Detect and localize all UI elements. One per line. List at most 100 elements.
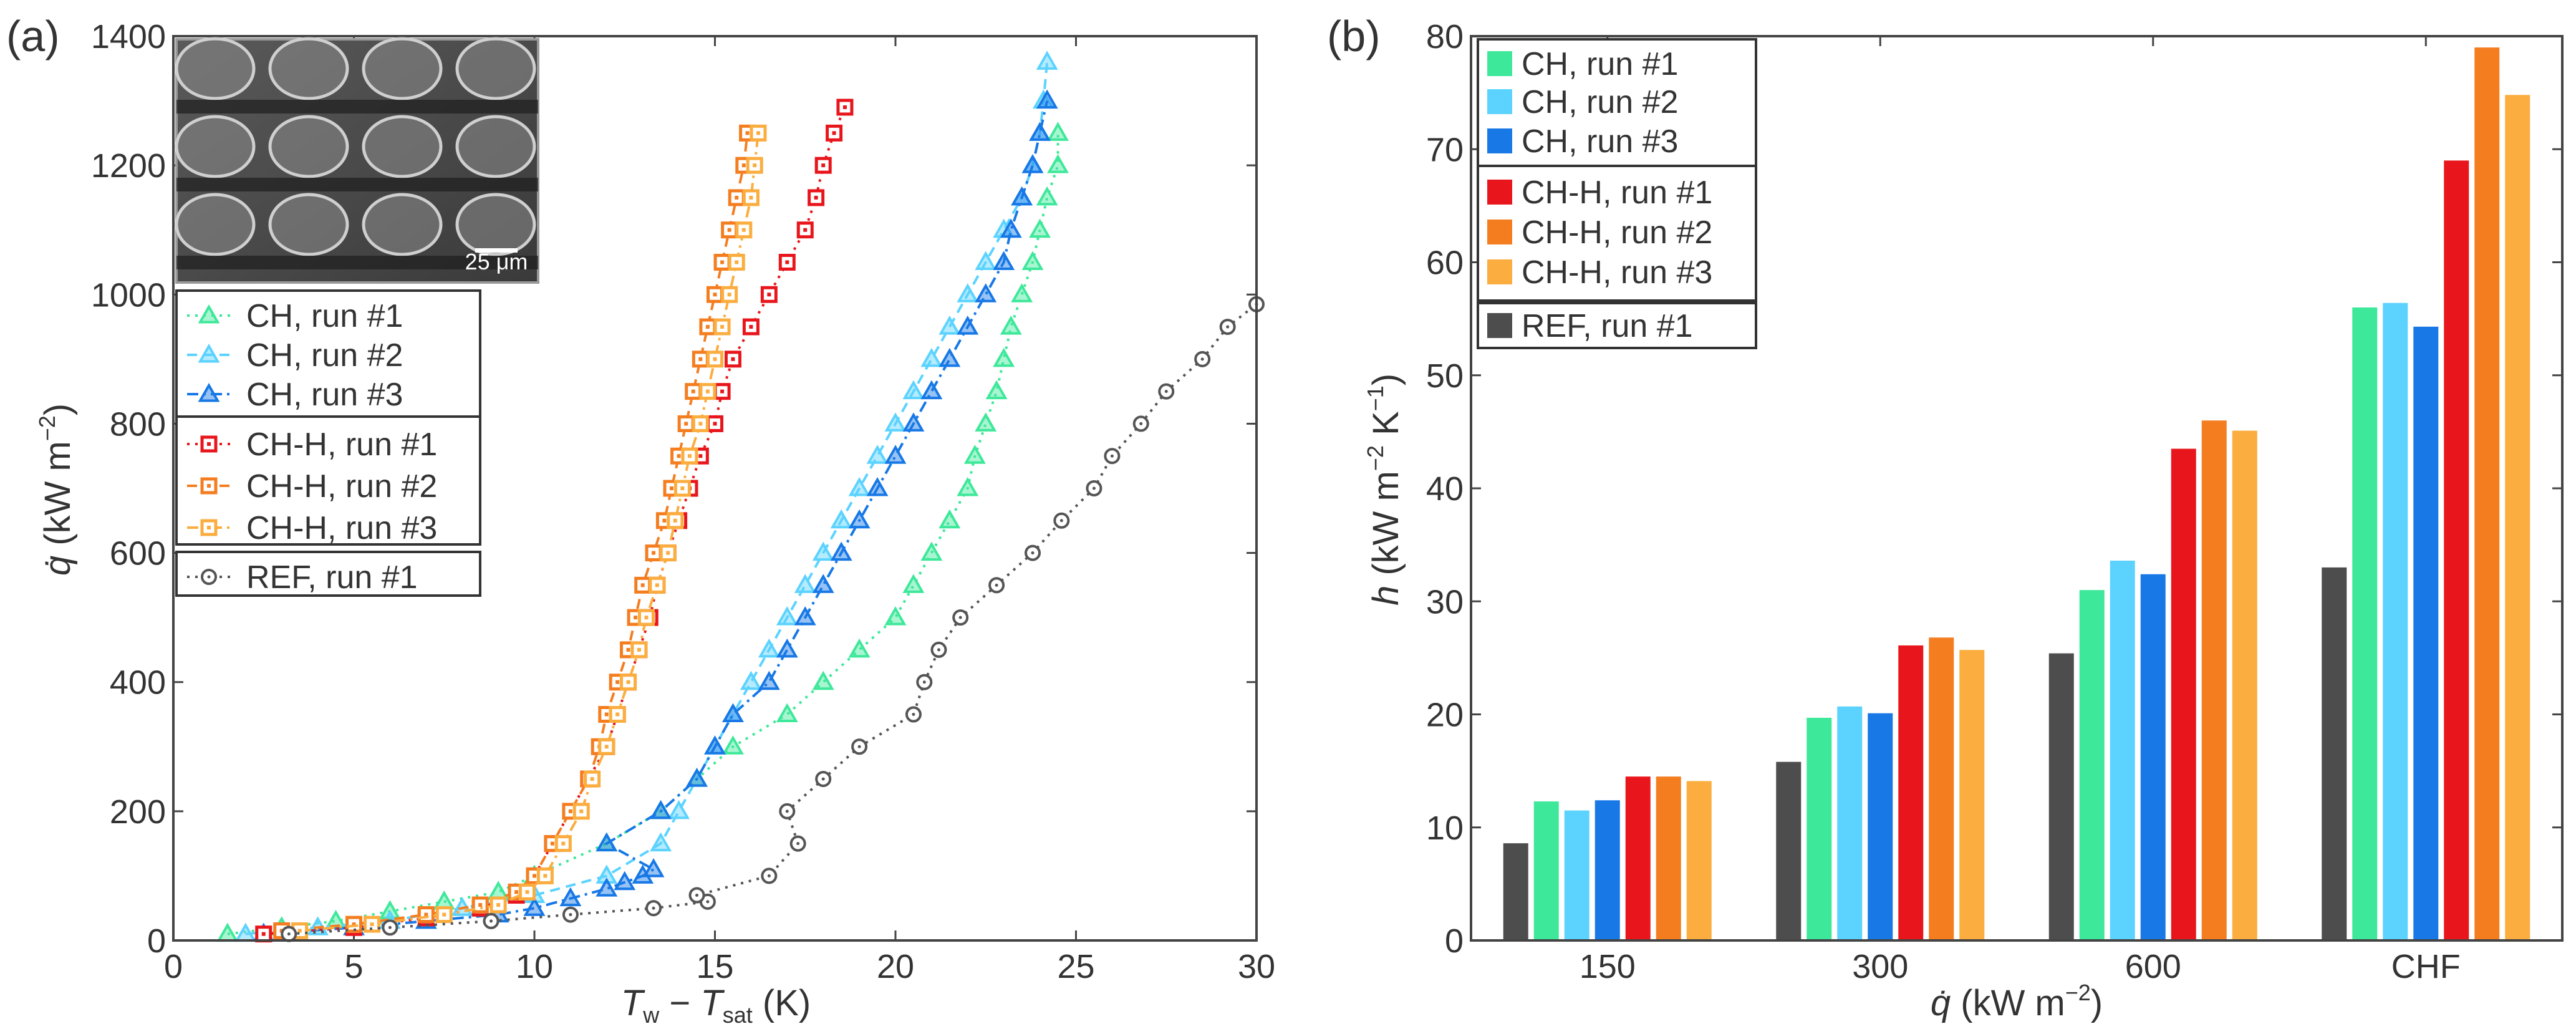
panel-b-y-tick-label: 40: [1426, 470, 1464, 508]
panel-b-legend: CH, run #1CH, run #2CH, run #3 CH-H, run …: [1477, 38, 1757, 349]
bar-ref-run-1-300: [1776, 761, 1802, 940]
data-point-ch-h-run-1-center: [785, 260, 789, 264]
data-point-ch-h-run-3-center: [673, 518, 677, 523]
data-point-ch-run-3: [975, 283, 997, 302]
bar-ch-run-3-300: [1868, 713, 1893, 940]
bar-ch-run-1-chf: [2352, 307, 2378, 940]
data-point-ch-run-3: [1036, 89, 1058, 109]
data-point-ch-run-3: [686, 768, 708, 787]
panel-b-category-label: CHF: [2391, 948, 2461, 985]
data-point-ref-run-1-center: [912, 713, 915, 716]
data-point-ch-run-3: [938, 347, 961, 367]
data-point-ch-run-1: [722, 735, 744, 755]
data-point-ref-run-1-center: [1092, 486, 1096, 490]
data-point-ch-h-run-2-center: [662, 518, 667, 523]
data-point-ref-run-1-center: [1226, 325, 1230, 329]
data-point-ch-h-run-1-center: [814, 195, 818, 200]
data-point-ch-run-3: [1011, 186, 1033, 206]
data-point-ch-run-1: [1036, 186, 1058, 206]
data-point-ch-h-run-1-center: [698, 454, 703, 458]
data-point-ch-h-run-3-center: [655, 583, 659, 587]
panel-a-x-axis-title: Tw − Tsat (K): [621, 983, 811, 1028]
bar-ch-run-2-600: [2110, 561, 2135, 940]
data-point-ch-h-run-3-center: [297, 929, 302, 933]
legend-label: CH-H, run #2: [246, 468, 437, 505]
data-point-ch-run-1: [902, 574, 925, 593]
bar-ch-run-2-300: [1837, 706, 1863, 940]
data-point-ch-h-run-2-center: [741, 163, 746, 168]
legend-marker-center: [207, 484, 211, 488]
bar-ch-h-run-2-600: [2201, 420, 2227, 940]
data-point-ch-h-run-3-center: [687, 454, 692, 458]
data-point-ref-run-1-center: [1164, 390, 1168, 394]
panel-b-y-tick-label: 50: [1426, 357, 1464, 395]
bar-ch-h-run-2-150: [1656, 776, 1681, 940]
panel-a-y-tick-label: 800: [110, 405, 166, 443]
data-point-ref-run-1-center: [767, 874, 771, 877]
panel-a-y-tick-label: 1000: [91, 276, 166, 314]
scale-bar: [475, 248, 518, 253]
data-point-ch-h-run-3-center: [741, 228, 746, 232]
data-point-ref-run-1-center: [388, 925, 392, 929]
data-point-ch-h-run-2-center: [626, 647, 630, 652]
data-point-ch-h-run-3-center: [525, 890, 529, 894]
legend-swatch: [1487, 89, 1512, 114]
data-point-ch-run-3: [559, 887, 582, 907]
data-point-ref-run-1-center: [995, 583, 998, 587]
data-point-ch-run-1: [487, 881, 509, 900]
data-point-ch-h-run-3-center: [720, 325, 725, 329]
series-ch-h-run-3: [291, 124, 767, 939]
panel-a-y-tick-label: 0: [147, 922, 166, 960]
data-point-ch-h-run-1-center: [720, 389, 725, 394]
sem-pillar: [175, 193, 256, 256]
data-point-ch-run-3: [704, 735, 726, 755]
data-point-ch-h-run-2-center: [677, 454, 681, 458]
legend-item-b-ch-run-1: CH, run #1: [1487, 46, 1678, 82]
data-point-ch-run-2: [776, 606, 798, 626]
bar-ch-h-run-1-150: [1625, 776, 1651, 940]
data-point-ch-h-run-2-center: [713, 292, 717, 297]
data-point-ch-run-1: [848, 638, 871, 658]
data-point-ch-h-run-2-center: [550, 841, 554, 846]
data-point-ch-h-run-1-center: [803, 228, 808, 232]
panel-b-y-tick-label: 60: [1426, 244, 1464, 282]
panel-b-y-tick-label: 80: [1426, 18, 1464, 56]
data-point-ch-run-3: [722, 703, 744, 722]
data-point-ch-h-run-2-center: [640, 583, 645, 587]
panel-b-y-tick-label: 10: [1426, 809, 1464, 847]
bar-ch-h-run-1-300: [1898, 645, 1924, 940]
data-point-ch-run-2: [902, 380, 925, 400]
data-point-ch-h-run-1-center: [821, 163, 826, 168]
legend-marker: [198, 382, 220, 402]
data-point-ch-run-2: [794, 574, 816, 593]
data-point-ref-run-1-center: [695, 894, 699, 897]
legend-item-ch-h-run-2: CH-H, run #2: [187, 468, 437, 505]
data-point-ref-run-1-center: [958, 616, 962, 619]
panel-b-y-tick-label: 20: [1426, 697, 1464, 734]
panel-a-y-tick-label: 1200: [91, 147, 166, 185]
legend-item-ref-run-1: REF, run #1: [187, 559, 418, 596]
series-line-ch-run-3: [263, 100, 1049, 935]
panel-a-x-tick-label: 5: [344, 948, 363, 985]
panel-a-plot-frame: [172, 35, 1258, 942]
data-point-ref-run-1-center: [1139, 422, 1143, 425]
sem-pillar: [362, 115, 443, 178]
bar-ch-run-3-150: [1594, 800, 1620, 940]
sem-pillar: [175, 115, 256, 178]
sem-pillar: [268, 193, 349, 256]
data-point-ch-run-2: [920, 347, 943, 367]
data-point-ch-h-run-1-center: [713, 422, 717, 426]
legend-label: REF, run #1: [246, 559, 418, 596]
bar-ref-run-1-150: [1503, 843, 1528, 940]
data-point-ch-h-run-3-center: [644, 616, 649, 620]
data-point-ch-h-run-2-center: [615, 680, 620, 684]
data-point-ch-run-3: [993, 251, 1015, 270]
legend-marker-center: [207, 442, 211, 446]
data-point-ch-run-1: [433, 890, 455, 910]
data-point-ch-h-run-3-center: [370, 922, 374, 927]
data-point-ch-run-2: [1036, 51, 1058, 70]
data-point-ch-run-1: [957, 476, 979, 496]
panel-b-category-label: 600: [2125, 948, 2181, 985]
data-point-ch-run-3: [957, 316, 979, 335]
